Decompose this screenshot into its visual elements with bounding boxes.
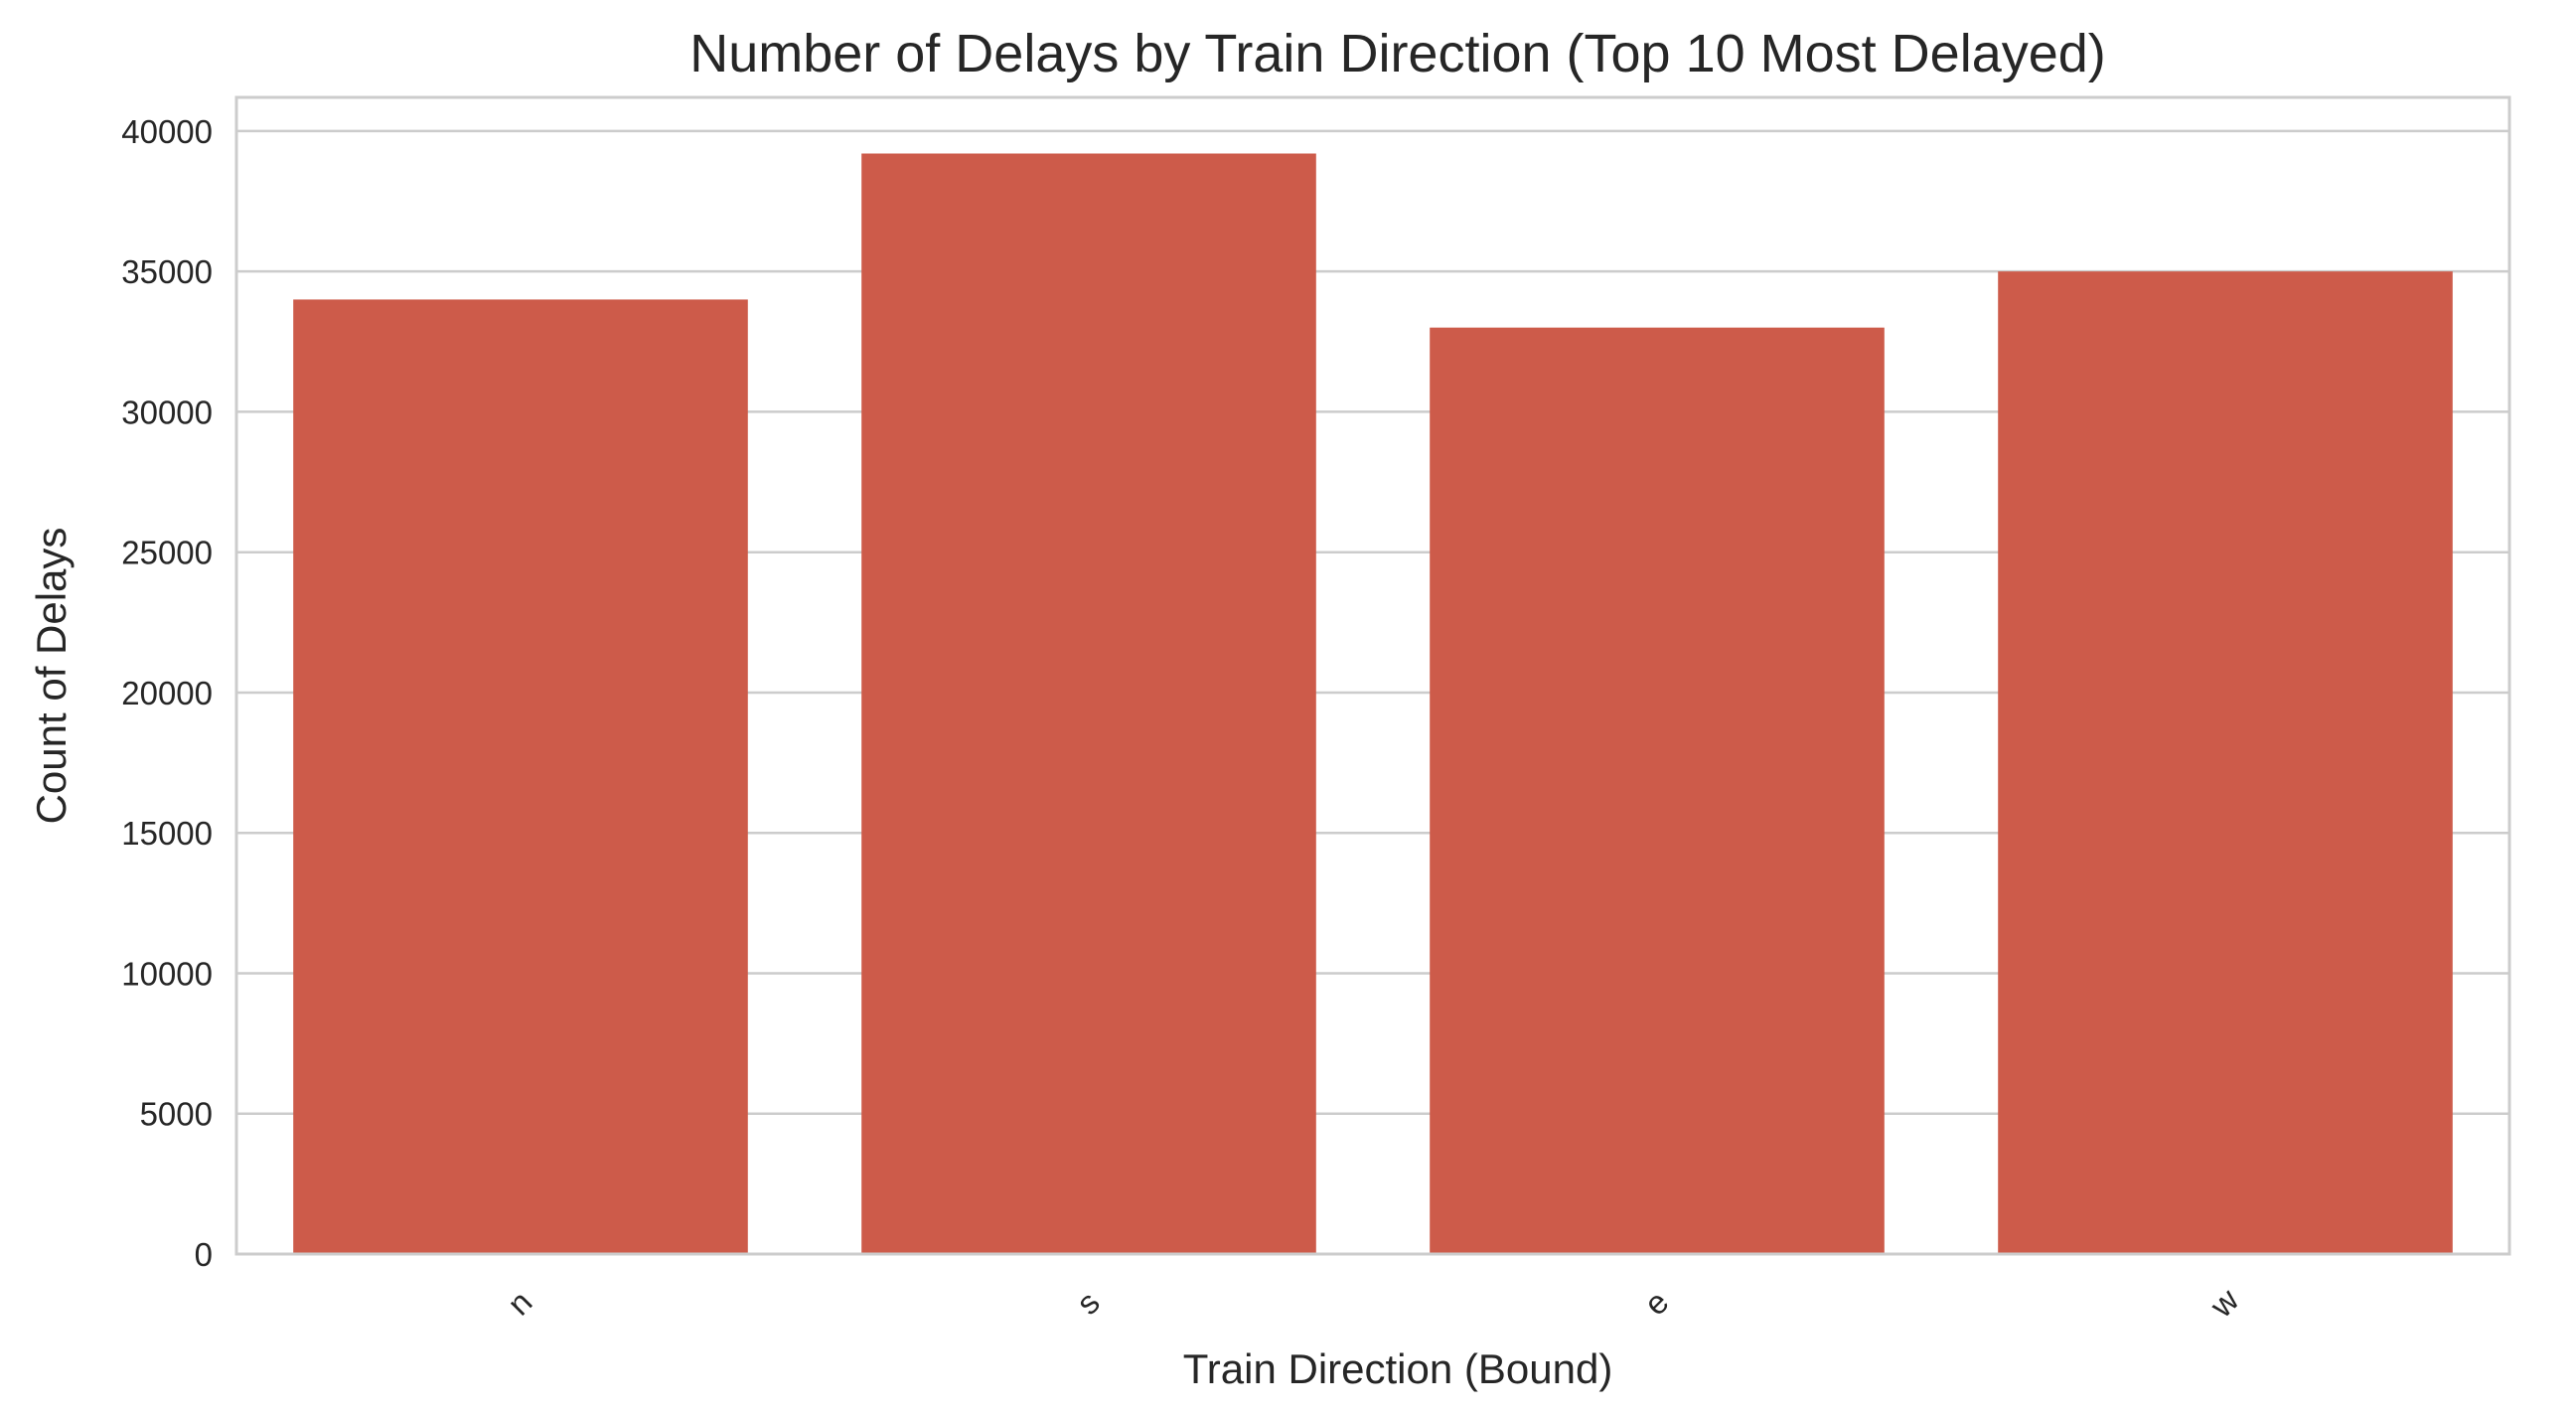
- y-tick-label: 0: [195, 1236, 213, 1273]
- bars: [293, 153, 2453, 1254]
- chart-title: Number of Delays by Train Direction (Top…: [689, 24, 2106, 83]
- y-tick-label: 30000: [121, 393, 213, 430]
- x-axis-label: Train Direction (Bound): [1183, 1345, 1613, 1392]
- y-axis-label: Count of Delays: [28, 528, 75, 825]
- y-tick-label: 35000: [121, 253, 213, 290]
- y-tick-label: 15000: [121, 815, 213, 852]
- y-tick-label: 10000: [121, 955, 213, 992]
- y-tick-label: 5000: [140, 1096, 213, 1133]
- bar-n: [293, 299, 748, 1254]
- y-tick-label: 20000: [121, 675, 213, 711]
- plot-frame: [234, 95, 2511, 1256]
- bar-w: [1998, 271, 2453, 1254]
- y-tick-label: 40000: [121, 113, 213, 150]
- bar-e: [1430, 327, 1885, 1254]
- y-tick-label: 25000: [121, 535, 213, 571]
- y-axis-ticks: 0 5000 10000 15000 20000 25000 30000 35000 40000: [121, 113, 213, 1273]
- bar-s: [861, 153, 1316, 1254]
